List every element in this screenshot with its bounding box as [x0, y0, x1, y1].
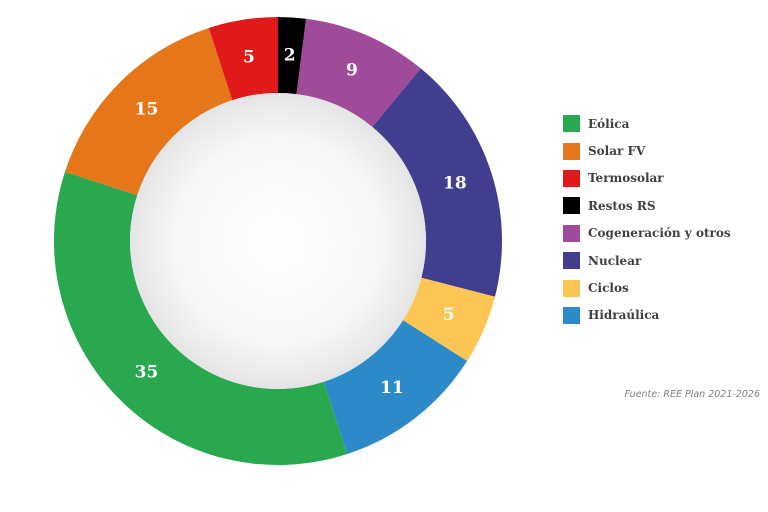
slice-solar-fv [64, 27, 233, 196]
slice-nuclear [372, 68, 502, 297]
legend-label: Solar FV [588, 144, 646, 159]
slice-label-ciclos: 5 [443, 305, 455, 325]
legend-swatch [563, 224, 580, 242]
slice-label-cogeneracion-y-otros: 9 [346, 60, 358, 80]
slice-label-nuclear: 18 [443, 174, 467, 194]
legend-item-restos-rs: Restos RS [563, 192, 763, 219]
legend-item-eolica: Eólica [563, 110, 763, 137]
slice-label-eolica: 35 [135, 363, 159, 383]
donut-hole [130, 93, 426, 389]
legend-label: Hidraúlica [588, 308, 660, 323]
legend-label: Eólica [588, 116, 630, 131]
slice-eolica [53, 171, 348, 466]
slice-hidraulica [323, 320, 468, 455]
legend-item-nuclear: Nuclear [563, 247, 763, 274]
legend-item-cogeneracion-y-otros: Cogeneración y otros [563, 220, 763, 247]
donut-chart: 2 9 18 5 11 35 15 5 [53, 17, 502, 466]
legend-label: Ciclos [588, 281, 629, 296]
legend-swatch [563, 142, 580, 160]
legend-item-termosolar: Termosolar [563, 165, 763, 192]
slice-ciclos [402, 277, 495, 362]
legend-label: Restos RS [588, 198, 656, 213]
slice-label-hidraulica: 11 [380, 378, 404, 398]
slice-restos-rs [278, 17, 307, 95]
slice-label-solar-fv: 15 [135, 99, 159, 119]
legend-item-solar-fv: Solar FV [563, 137, 763, 164]
slice-termosolar [208, 17, 278, 101]
legend-label: Cogeneración y otros [588, 226, 731, 241]
slice-cogeneracion-y-otros [296, 18, 421, 127]
legend-swatch [563, 115, 580, 133]
legend-item-hidraulica: Hidraúlica [563, 302, 763, 329]
chart-legend: Eólica Solar FV Termosolar Restos RS Cogener… [563, 110, 763, 329]
donut-chart-svg: 2 9 18 5 11 35 15 5 [53, 17, 502, 466]
legend-swatch [563, 306, 580, 324]
slice-label-restos-rs: 2 [284, 45, 296, 65]
donut-slice-labels: 2 9 18 5 11 35 15 5 [135, 45, 467, 398]
legend-label: Termosolar [588, 171, 664, 186]
source-note: Fuente: REE Plan 2021-2026 [624, 389, 760, 400]
legend-swatch [563, 252, 580, 270]
legend-swatch [563, 197, 580, 215]
legend-label: Nuclear [588, 253, 642, 268]
legend-item-ciclos: Ciclos [563, 274, 763, 301]
slice-label-termosolar: 5 [243, 47, 255, 67]
donut-slices [53, 17, 502, 466]
legend-swatch [563, 169, 580, 187]
legend-swatch [563, 279, 580, 297]
